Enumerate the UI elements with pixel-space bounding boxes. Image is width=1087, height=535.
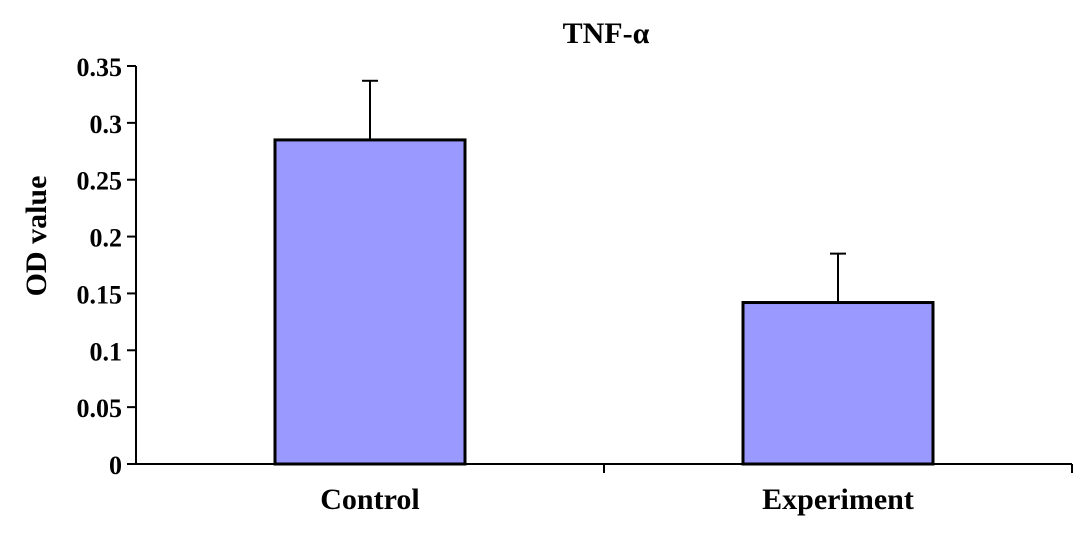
bars xyxy=(273,79,935,466)
x-tick-label: Experiment xyxy=(762,483,914,516)
y-tick-label: 0.3 xyxy=(90,110,123,139)
chart-title: TNF-α xyxy=(563,17,650,50)
x-axis-labels: Control Experiment xyxy=(320,483,914,516)
bar-experiment xyxy=(741,301,935,466)
x-tick-label: Control xyxy=(320,483,419,516)
y-tick-label: 0.35 xyxy=(77,53,123,82)
y-axis-label: OD value xyxy=(20,176,53,297)
y-tick-label: 0.25 xyxy=(77,167,123,196)
y-tick-label: 0.1 xyxy=(90,337,123,366)
y-tick-label: 0.15 xyxy=(77,280,123,309)
y-tick-label: 0 xyxy=(109,451,122,480)
y-tick-label: 0.05 xyxy=(77,394,123,423)
y-axis-ticks: 0 0.05 0.1 0.15 0.2 0.25 0.3 0.35 xyxy=(77,53,136,480)
y-tick-label: 0.2 xyxy=(90,224,123,253)
bar-control xyxy=(273,138,467,466)
